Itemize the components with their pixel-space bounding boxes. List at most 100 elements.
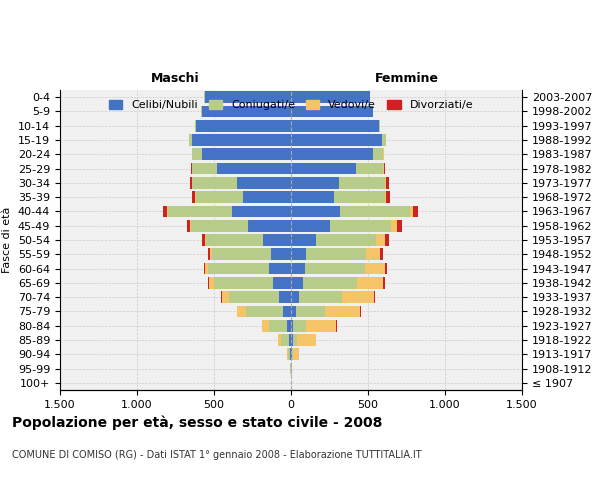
- Bar: [385, 177, 386, 188]
- Bar: [195, 120, 196, 132]
- Bar: [205, 234, 206, 246]
- Bar: [190, 220, 191, 232]
- Bar: [262, 320, 269, 332]
- Bar: [291, 306, 296, 318]
- Bar: [210, 248, 212, 260]
- Bar: [386, 192, 391, 203]
- Bar: [413, 206, 418, 218]
- Bar: [187, 220, 190, 232]
- Bar: [214, 277, 272, 288]
- Bar: [373, 148, 383, 160]
- Bar: [193, 134, 291, 146]
- Bar: [205, 92, 291, 103]
- Bar: [379, 120, 380, 132]
- Bar: [291, 148, 373, 160]
- Bar: [196, 120, 291, 132]
- Bar: [191, 162, 192, 174]
- Bar: [190, 134, 193, 146]
- Bar: [291, 162, 356, 174]
- Bar: [193, 162, 217, 174]
- Bar: [291, 262, 305, 274]
- Text: Maschi: Maschi: [151, 72, 200, 85]
- Bar: [374, 292, 375, 303]
- Bar: [291, 277, 304, 288]
- Bar: [288, 348, 290, 360]
- Bar: [278, 334, 281, 346]
- Bar: [340, 206, 410, 218]
- Bar: [367, 248, 380, 260]
- Bar: [191, 220, 248, 232]
- Bar: [237, 306, 247, 318]
- Bar: [385, 192, 386, 203]
- Bar: [222, 292, 229, 303]
- Bar: [202, 148, 291, 160]
- Bar: [287, 348, 288, 360]
- Bar: [193, 177, 237, 188]
- Bar: [263, 234, 291, 246]
- Bar: [292, 348, 293, 360]
- Bar: [291, 220, 329, 232]
- Bar: [385, 262, 387, 274]
- Bar: [248, 220, 291, 232]
- Bar: [383, 277, 385, 288]
- Y-axis label: Anni di nascita: Anni di nascita: [599, 198, 600, 281]
- Bar: [203, 262, 205, 274]
- Bar: [386, 177, 389, 188]
- Bar: [190, 177, 192, 188]
- Bar: [385, 234, 389, 246]
- Bar: [305, 320, 337, 332]
- Bar: [271, 248, 291, 260]
- Bar: [287, 320, 291, 332]
- Bar: [291, 248, 307, 260]
- Bar: [291, 234, 316, 246]
- Bar: [163, 206, 167, 218]
- Bar: [357, 277, 383, 288]
- Bar: [290, 348, 291, 360]
- Bar: [305, 262, 365, 274]
- Text: Femmine: Femmine: [374, 72, 439, 85]
- Text: COMUNE DI COMISO (RG) - Dati ISTAT 1° gennaio 2008 - Elaborazione TUTTITALIA.IT: COMUNE DI COMISO (RG) - Dati ISTAT 1° ge…: [12, 450, 422, 460]
- Bar: [291, 206, 340, 218]
- Bar: [365, 262, 385, 274]
- Bar: [339, 177, 385, 188]
- Bar: [391, 220, 397, 232]
- Bar: [209, 277, 214, 288]
- Bar: [289, 334, 291, 346]
- Bar: [296, 306, 325, 318]
- Bar: [202, 106, 291, 118]
- Bar: [208, 262, 269, 274]
- Bar: [293, 334, 297, 346]
- Bar: [208, 277, 209, 288]
- Bar: [297, 334, 316, 346]
- Bar: [410, 206, 413, 218]
- Bar: [356, 162, 383, 174]
- Bar: [272, 277, 291, 288]
- Bar: [193, 148, 202, 160]
- Bar: [243, 192, 291, 203]
- Bar: [376, 234, 385, 246]
- Bar: [291, 177, 339, 188]
- Bar: [307, 248, 367, 260]
- Bar: [293, 320, 305, 332]
- Bar: [167, 206, 168, 218]
- Bar: [384, 162, 385, 174]
- Bar: [196, 192, 243, 203]
- Bar: [382, 134, 386, 146]
- Bar: [247, 306, 283, 318]
- Bar: [269, 320, 287, 332]
- Bar: [291, 348, 292, 360]
- Bar: [269, 262, 291, 274]
- Bar: [278, 292, 291, 303]
- Bar: [299, 292, 342, 303]
- Y-axis label: Fasce di età: Fasce di età: [2, 207, 13, 273]
- Bar: [334, 192, 385, 203]
- Bar: [237, 177, 291, 188]
- Bar: [329, 220, 391, 232]
- Bar: [212, 248, 271, 260]
- Text: Popolazione per età, sesso e stato civile - 2008: Popolazione per età, sesso e stato civil…: [12, 415, 382, 430]
- Bar: [291, 334, 293, 346]
- Bar: [205, 262, 208, 274]
- Bar: [291, 92, 370, 103]
- Bar: [232, 206, 291, 218]
- Bar: [342, 292, 374, 303]
